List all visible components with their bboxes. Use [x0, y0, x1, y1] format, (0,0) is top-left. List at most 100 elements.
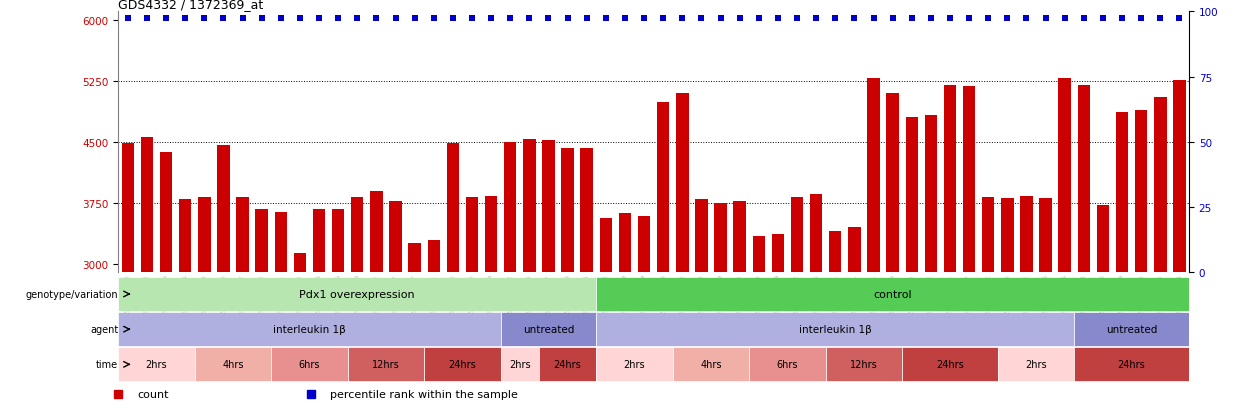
Bar	[500, 313, 596, 346]
Text: 2hrs: 2hrs	[509, 359, 530, 370]
Text: 2hrs: 2hrs	[624, 359, 645, 370]
Bar	[294, 254, 306, 273]
Bar	[447, 144, 459, 273]
Bar	[695, 199, 707, 273]
Bar	[539, 348, 596, 381]
Text: percentile rank within the sample: percentile rank within the sample	[330, 389, 518, 399]
Text: untreated: untreated	[1106, 324, 1158, 335]
Bar	[886, 94, 899, 273]
Bar	[1078, 85, 1091, 273]
Bar	[484, 196, 497, 273]
Bar	[561, 148, 574, 273]
Bar	[179, 199, 192, 273]
Bar	[408, 243, 421, 273]
Text: interleukin 1β: interleukin 1β	[799, 324, 871, 335]
Text: GDS4332 / 1372369_at: GDS4332 / 1372369_at	[118, 0, 264, 11]
Bar	[425, 348, 500, 381]
Bar	[1116, 112, 1128, 273]
Text: 2hrs: 2hrs	[146, 359, 167, 370]
Bar	[523, 139, 535, 273]
Text: count: count	[137, 389, 169, 399]
Bar	[1074, 313, 1189, 346]
Text: genotype/variation: genotype/variation	[26, 289, 118, 299]
Bar	[829, 232, 842, 273]
Bar	[619, 213, 631, 273]
Bar	[657, 103, 670, 273]
Bar	[1074, 348, 1189, 381]
Bar	[1154, 98, 1167, 273]
Text: untreated: untreated	[523, 324, 574, 335]
Bar	[237, 198, 249, 273]
Bar	[600, 219, 613, 273]
Bar	[1001, 199, 1013, 273]
Bar	[1097, 206, 1109, 273]
Bar	[1058, 79, 1071, 273]
Text: 2hrs: 2hrs	[1025, 359, 1047, 370]
Bar	[791, 198, 803, 273]
Bar	[672, 348, 749, 381]
Text: 24hrs: 24hrs	[936, 359, 964, 370]
Bar	[1020, 197, 1032, 273]
Bar	[596, 278, 1189, 311]
Bar	[982, 198, 995, 273]
Bar	[351, 198, 364, 273]
Bar	[733, 202, 746, 273]
Bar	[118, 313, 500, 346]
Text: agent: agent	[90, 324, 118, 335]
Bar	[1040, 199, 1052, 273]
Bar	[676, 94, 688, 273]
Bar	[580, 149, 593, 273]
Bar	[347, 348, 425, 381]
Text: control: control	[873, 289, 911, 299]
Bar	[255, 210, 268, 273]
Bar	[118, 278, 596, 311]
Text: time: time	[96, 359, 118, 370]
Bar	[275, 212, 288, 273]
Bar	[868, 79, 880, 273]
Bar	[159, 152, 172, 273]
Bar	[848, 227, 860, 273]
Text: 4hrs: 4hrs	[223, 359, 244, 370]
Bar	[543, 141, 555, 273]
Bar	[141, 138, 153, 273]
Bar	[752, 236, 764, 273]
Bar	[903, 348, 997, 381]
Text: 12hrs: 12hrs	[850, 359, 878, 370]
Text: 12hrs: 12hrs	[372, 359, 400, 370]
Bar	[217, 146, 229, 273]
Bar	[810, 195, 823, 273]
Text: interleukin 1β: interleukin 1β	[273, 324, 346, 335]
Bar	[715, 204, 727, 273]
Bar	[370, 191, 382, 273]
Bar	[271, 348, 347, 381]
Bar	[962, 87, 975, 273]
Text: 24hrs: 24hrs	[554, 359, 581, 370]
Bar	[772, 234, 784, 273]
Text: 4hrs: 4hrs	[700, 359, 722, 370]
Bar	[466, 198, 478, 273]
Bar	[596, 313, 1074, 346]
Bar	[749, 348, 825, 381]
Text: 24hrs: 24hrs	[1118, 359, 1145, 370]
Bar	[596, 348, 672, 381]
Bar	[118, 348, 194, 381]
Bar	[312, 209, 325, 273]
Bar	[944, 85, 956, 273]
Bar	[1173, 81, 1185, 273]
Bar	[427, 240, 439, 273]
Bar	[905, 118, 918, 273]
Bar	[504, 142, 517, 273]
Bar	[198, 198, 210, 273]
Text: Pdx1 overexpression: Pdx1 overexpression	[300, 289, 415, 299]
Bar	[194, 348, 271, 381]
Text: 24hrs: 24hrs	[448, 359, 477, 370]
Text: 6hrs: 6hrs	[299, 359, 320, 370]
Text: 6hrs: 6hrs	[777, 359, 798, 370]
Bar	[332, 210, 345, 273]
Bar	[925, 116, 937, 273]
Bar	[997, 348, 1074, 381]
Bar	[1135, 111, 1148, 273]
Bar	[825, 348, 903, 381]
Bar	[637, 216, 650, 273]
Bar	[390, 201, 402, 273]
